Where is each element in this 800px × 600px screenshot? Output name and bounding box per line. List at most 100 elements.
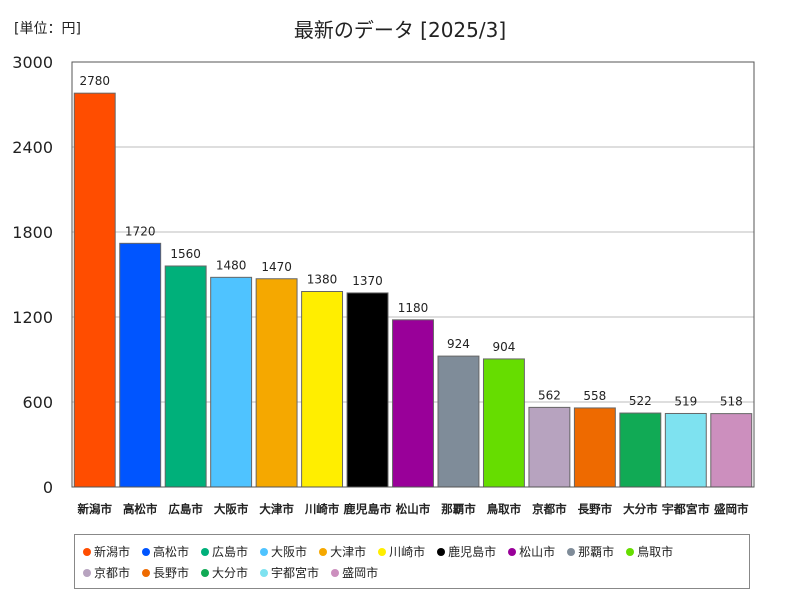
x-tick-label: 那覇市 [441,502,476,516]
bar-value-label: 562 [538,388,561,402]
legend-item: 松山市 [508,541,555,562]
legend-label: 川崎市 [389,545,426,559]
bar-大津市 [255,278,298,488]
bar-那覇市 [437,355,480,488]
bar-value-label: 1370 [352,274,383,288]
legend-label: 大分市 [212,566,249,580]
legend-item: 大分市 [201,562,248,583]
x-tick-label: 広島市 [168,502,203,516]
legend-marker [331,568,340,577]
legend-marker [83,568,91,577]
bar-大分市 [619,412,662,488]
bar-鳥取市 [482,358,525,488]
legend-item: 鳥取市 [626,541,673,562]
bar-value-label: 1720 [125,224,156,238]
bar-value-label: 1470 [261,260,292,274]
legend-label: 那覇市 [578,545,615,559]
bar-value-label: 558 [583,389,606,403]
legend-item: 広島市 [201,541,248,562]
y-tick-label: 2400 [12,138,53,157]
x-tick-label: 盛岡市 [714,502,749,516]
legend-marker [260,547,269,556]
bar-value-label: 1380 [307,273,338,287]
legend-item: 長野市 [142,562,189,583]
bar-chart: 0 600 1200 1800 2400 3000 2780 新潟市 1720 高松市 1560 広島… [12,53,755,516]
x-tick-label: 新潟市 [77,502,112,516]
bar-京都市 [528,406,571,488]
legend-label: 大阪市 [271,545,308,559]
x-tick-label: 松山市 [396,502,431,516]
legend-item: 宇都宮市 [260,562,319,583]
legend-label: 大津市 [330,545,367,559]
bar-value-label: 904 [492,340,515,354]
legend-marker [260,568,269,577]
legend-marker [437,547,446,556]
bar-value-label: 1480 [216,258,247,272]
legend-item: 大阪市 [260,541,307,562]
y-tick-label: 3000 [12,53,53,72]
unit-label: [単位：円] [14,21,81,37]
legend-label: 鳥取市 [637,545,674,559]
x-tick-label: 長野市 [578,502,613,516]
x-tick-label: 大津市 [259,502,294,516]
bar-宇都宮市 [664,412,707,488]
plot-frame [71,61,755,488]
x-tick-label: 宇都宮市 [662,502,711,516]
chart-title: 最新のデータ [2025/3] [293,18,507,42]
bar-value-label: 519 [674,394,697,408]
y-tick-label: 1800 [12,223,53,242]
legend-label: 長野市 [153,566,190,580]
x-tick-label: 大分市 [623,502,658,516]
bar-大阪市 [210,276,253,488]
legend-marker [378,547,387,556]
x-tick-label: 大阪市 [214,502,249,516]
legend-label: 盛岡市 [342,566,379,580]
legend-item: 那覇市 [567,541,614,562]
bar-松山市 [392,319,434,488]
legend-item: 大津市 [319,541,366,562]
bar-value-label: 518 [720,395,743,409]
legend-item: 川崎市 [378,541,425,562]
legend-item: 鹿児島市 [437,541,496,562]
legend-item: 新潟市 [83,541,130,562]
legend-item: 盛岡市 [331,562,378,583]
x-tick-label: 高松市 [123,502,158,516]
x-tick-label: 京都市 [532,502,567,516]
bar-value-label: 1560 [170,247,201,261]
legend-label: 新潟市 [94,545,131,559]
x-tick-label: 川崎市 [304,502,340,516]
y-tick-label: 1200 [12,308,53,327]
legend-marker [319,547,328,556]
bar-盛岡市 [710,413,753,488]
legend-marker [201,568,210,577]
bar-新潟市 [73,92,116,488]
bar-value-label: 2780 [79,74,110,88]
legend-marker [142,568,151,577]
bar-高松市 [119,242,162,488]
x-tick-label: 鹿児島市 [344,502,393,516]
y-tick-label: 0 [43,478,53,497]
bar-value-label: 1180 [398,301,429,315]
x-tick-label: 鳥取市 [487,502,522,516]
y-tick-label: 600 [22,393,53,412]
legend-label: 松山市 [519,545,556,559]
bar-鹿児島市 [346,292,389,488]
legend-item: 高松市 [142,541,189,562]
legend-item: 京都市 [83,562,130,583]
legend-label: 高松市 [153,545,190,559]
legend: 新潟市 高松市 広島市 大阪市 大津市 川崎市 鹿児島市 松山市 那覇市 鳥取市京都市 長野市 大分市… [74,534,750,589]
legend-marker [508,547,517,556]
bar-広島市 [164,265,207,488]
legend-label: 宇都宮市 [271,566,320,580]
bar-value-label: 924 [447,337,470,351]
legend-marker [142,547,151,556]
bar-川崎市 [301,291,344,488]
legend-marker [83,547,91,556]
bar-value-label: 522 [629,394,652,408]
legend-marker [626,547,635,556]
legend-label: 鹿児島市 [448,545,497,559]
bar-長野市 [573,407,616,488]
legend-marker [567,547,576,556]
legend-marker [201,547,210,556]
legend-label: 京都市 [94,566,131,580]
